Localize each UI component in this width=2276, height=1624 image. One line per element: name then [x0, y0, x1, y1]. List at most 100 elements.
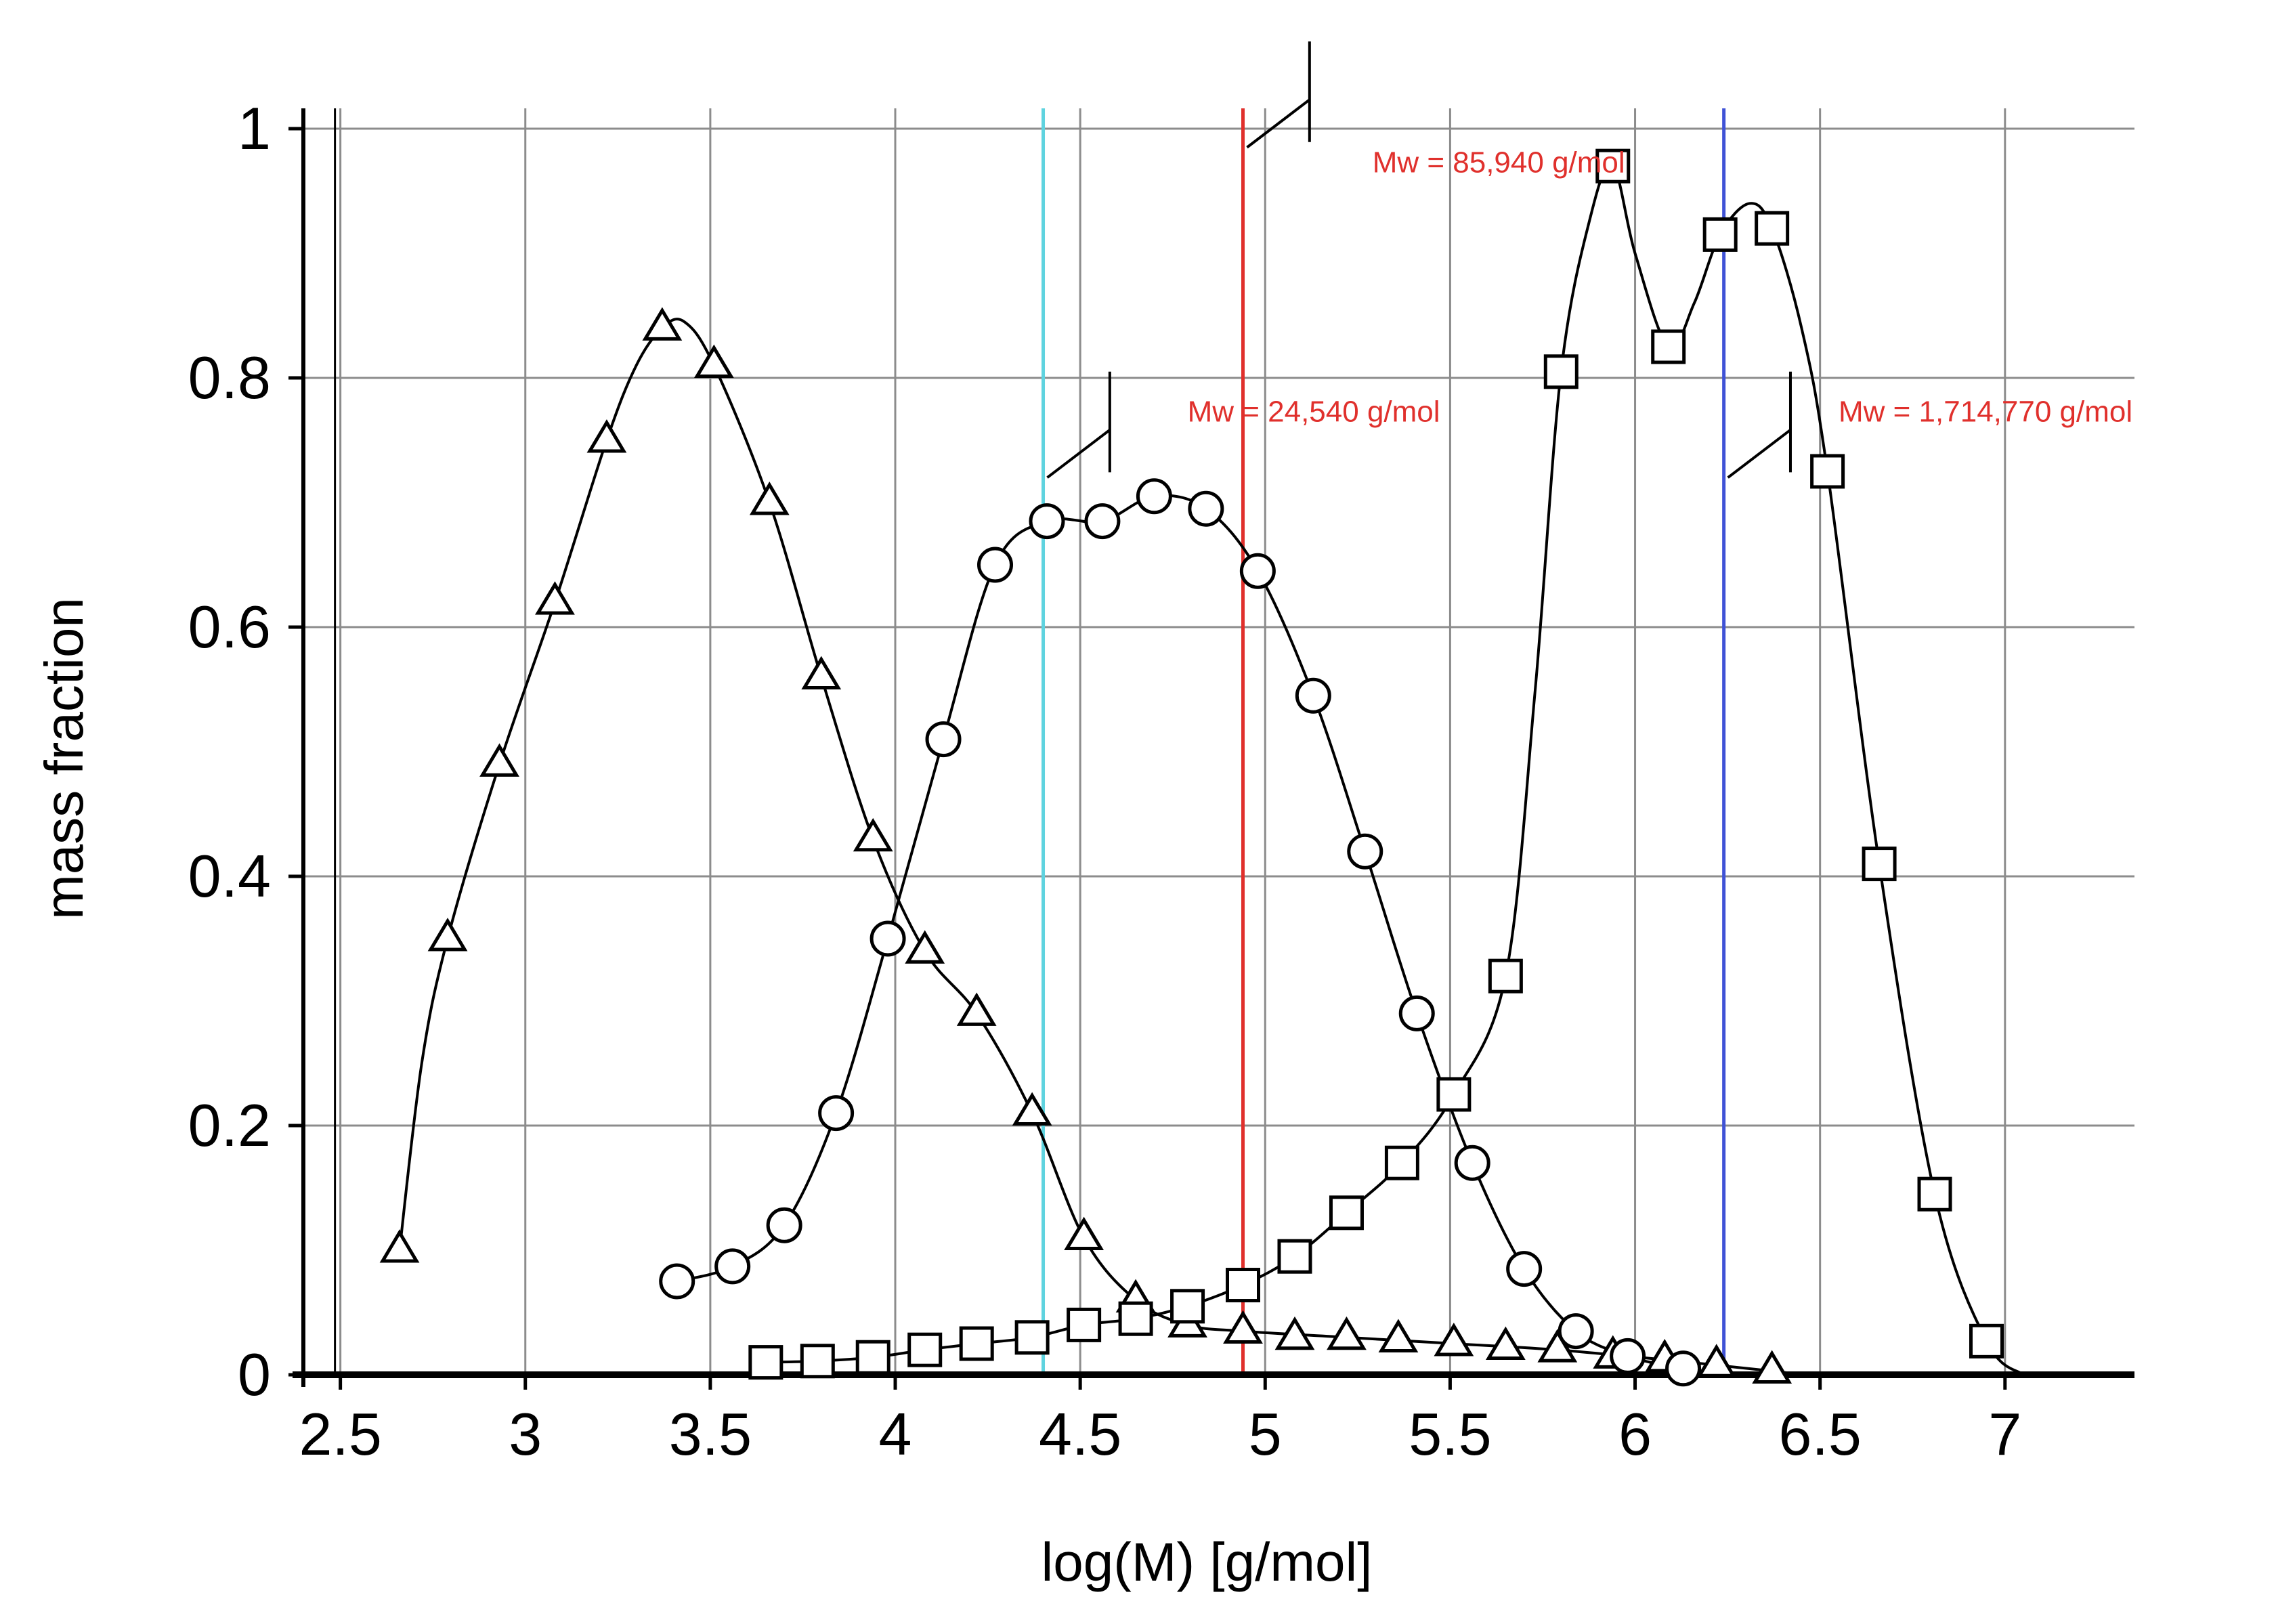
data-point-squares-19 [1755, 211, 1790, 246]
data-point-triangles-10 [905, 930, 945, 964]
data-point-triangles-17 [1274, 1316, 1315, 1350]
data-point-squares-17 [1651, 329, 1686, 364]
data-point-circles-11 [1239, 553, 1276, 589]
data-point-triangles-1 [427, 918, 468, 952]
integral-mark-diagonal-0 [1246, 98, 1311, 149]
data-point-triangles-26 [1752, 1350, 1792, 1384]
data-point-triangles-22 [1537, 1329, 1578, 1363]
y-tick-label-3: 0.6 [188, 593, 271, 660]
data-point-triangles-13 [1064, 1216, 1104, 1251]
data-point-triangles-5 [642, 307, 683, 341]
x-tick-label-3: 4 [879, 1401, 912, 1468]
y-axis-title: mass fraction [34, 597, 94, 920]
x-tick-label-9: 7 [1988, 1401, 2021, 1468]
data-point-circles-13 [1347, 833, 1383, 870]
data-point-squares-12 [1384, 1145, 1419, 1180]
data-point-circles-1 [714, 1248, 751, 1285]
data-point-squares-6 [1067, 1307, 1102, 1342]
x-tick-label-4: 4.5 [1039, 1401, 1121, 1468]
data-point-circles-4 [869, 920, 906, 957]
data-point-triangles-0 [379, 1229, 420, 1263]
data-point-triangles-2 [479, 743, 519, 777]
annotations: Mw = 85,940 g/mol Mw = 24,540 g/mol Mw = 1… [1188, 146, 2133, 428]
x-tick-label-5: 5 [1249, 1401, 1282, 1468]
y-tick-label-0: 0 [238, 1341, 271, 1408]
data-point-circles-12 [1295, 677, 1331, 714]
data-point-circles-6 [977, 547, 1014, 583]
x-tick-label-7: 6 [1618, 1401, 1652, 1468]
integral-mark-diagonal-2 [1727, 429, 1792, 479]
data-point-circles-7 [1029, 503, 1065, 540]
mw-annotation-1: Mw = 24,540 g/mol [1188, 395, 1440, 428]
data-point-squares-3 [907, 1332, 943, 1367]
data-point-triangles-3 [535, 581, 575, 615]
mw-annotation-2: Mw = 1,714,770 g/mol [1839, 395, 2132, 428]
y-tick-label-1: 0.2 [188, 1092, 271, 1159]
y-tick-label-5: 1 [238, 95, 271, 162]
data-point-circles-8 [1084, 503, 1121, 540]
data-point-triangles-20 [1434, 1323, 1474, 1356]
data-point-squares-0 [748, 1345, 783, 1380]
x-axis-title: log(M) [g/mol] [1042, 1532, 1373, 1592]
data-point-squares-23 [1969, 1323, 2004, 1359]
data-point-circles-5 [925, 721, 962, 758]
data-point-triangles-18 [1327, 1316, 1367, 1350]
data-point-squares-8 [1170, 1289, 1205, 1324]
data-point-squares-15 [1543, 354, 1579, 389]
data-point-circles-15 [1454, 1145, 1490, 1181]
data-point-triangles-9 [853, 817, 893, 852]
data-point-squares-14 [1488, 958, 1523, 993]
data-point-circles-3 [818, 1095, 855, 1132]
data-point-circles-17 [1558, 1313, 1594, 1350]
data-point-circles-19 [1665, 1350, 1702, 1387]
data-point-squares-2 [855, 1340, 890, 1375]
data-point-squares-7 [1118, 1301, 1153, 1336]
axes [288, 108, 2134, 1390]
data-point-triangles-19 [1378, 1319, 1419, 1352]
data-point-triangles-4 [586, 419, 627, 453]
data-point-triangles-7 [749, 482, 790, 515]
x-tick-label-0: 2.5 [299, 1401, 381, 1468]
data-point-squares-16 [1595, 148, 1631, 184]
data-point-triangles-6 [693, 344, 734, 379]
data-point-circles-18 [1610, 1338, 1646, 1374]
data-point-circles-16 [1506, 1251, 1543, 1287]
data-point-squares-11 [1329, 1195, 1364, 1231]
data-point-triangles-12 [1012, 1092, 1052, 1126]
data-point-squares-10 [1277, 1239, 1312, 1274]
data-point-triangles-11 [956, 992, 997, 1026]
y-tick-label-2: 0.4 [188, 842, 271, 910]
data-point-squares-4 [959, 1326, 994, 1361]
data-point-squares-20 [1810, 454, 1845, 489]
x-tick-label-1: 3 [509, 1401, 542, 1468]
integral-mark-diagonal-1 [1046, 429, 1111, 479]
x-tick-label-2: 3.5 [669, 1401, 752, 1468]
x-tick-label-6: 5.5 [1409, 1401, 1491, 1468]
data-point-squares-18 [1702, 217, 1738, 252]
data-point-squares-1 [800, 1344, 835, 1379]
data-point-circles-9 [1136, 478, 1172, 515]
data-point-triangles-25 [1696, 1344, 1737, 1377]
data-point-squares-22 [1917, 1176, 1952, 1212]
data-point-squares-5 [1014, 1320, 1050, 1355]
data-point-squares-13 [1436, 1077, 1472, 1112]
data-point-triangles-8 [801, 656, 842, 690]
data-point-circles-14 [1398, 995, 1435, 1031]
data-point-circles-0 [659, 1263, 695, 1300]
series-markers [379, 148, 2004, 1387]
data-point-triangles-21 [1485, 1326, 1526, 1360]
data-point-circles-2 [766, 1207, 802, 1243]
integral-marks [1046, 41, 1792, 479]
y-tick-label-4: 0.8 [188, 344, 271, 411]
data-point-circles-10 [1188, 490, 1224, 527]
reference-lines [1042, 108, 1726, 1375]
x-tick-label-8: 6.5 [1779, 1401, 1862, 1468]
data-point-squares-21 [1862, 847, 1897, 882]
data-point-squares-9 [1226, 1268, 1261, 1303]
mw-annotation-0: Mw = 85,940 g/mol [1373, 146, 1625, 179]
tick-labels: 2.5 3 3.5 4 4.5 5 5.5 6 6.5 7 0 0.2 0.4 0.6 0.8 1 [188, 95, 2022, 1468]
data-point-triangles-16 [1223, 1310, 1263, 1344]
